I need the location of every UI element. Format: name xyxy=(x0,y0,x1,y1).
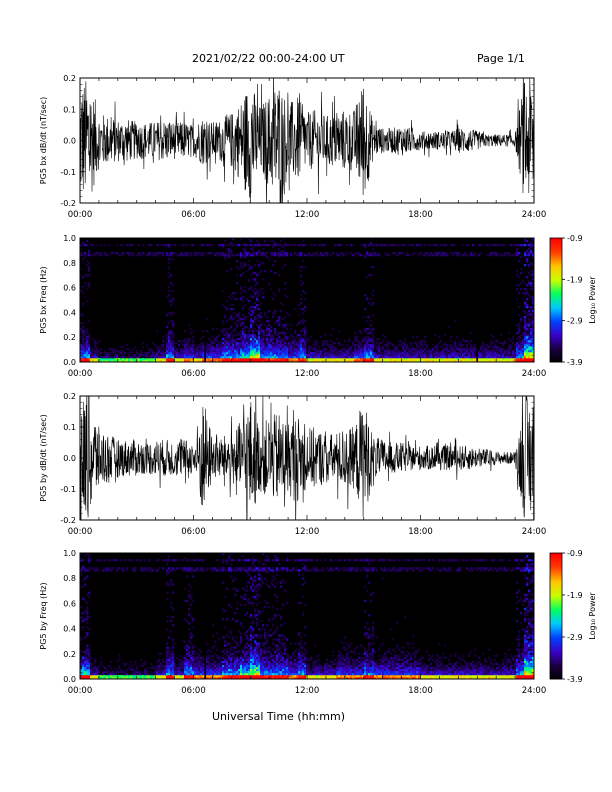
x-tick-label: 00:00 xyxy=(68,369,93,379)
x-tick-label: 06:00 xyxy=(181,210,206,220)
y-tick-label: -0.1 xyxy=(60,168,76,177)
x-tick-label: 24:00 xyxy=(522,527,547,537)
y-axis-label: PG5 by dB/dt (nT/sec) xyxy=(39,414,48,501)
waveform-trace xyxy=(80,78,534,203)
colorbar: -0.9 -1.9 -2.9 -3.9 Log₁₀ Power xyxy=(549,234,597,367)
x-tick-label: 24:00 xyxy=(522,210,547,220)
y-tick-label: 0.6 xyxy=(63,599,76,608)
colorbar-frame xyxy=(549,552,563,680)
header-title: 2021/02/22 00:00-24:00 UT xyxy=(192,52,345,65)
y-tick-label: 0.4 xyxy=(63,625,76,634)
x-tick-label: 06:00 xyxy=(181,527,206,537)
x-tick-label: 24:00 xyxy=(522,686,547,696)
y-tick-label: 1.0 xyxy=(63,549,76,558)
y-axis-label: PG5 bx Freq (Hz) xyxy=(39,266,48,333)
x-tick-label: 12:00 xyxy=(295,210,320,220)
x-tick-label: 12:00 xyxy=(295,527,320,537)
spectrogram-background xyxy=(80,238,534,362)
y-tick-label: 0.1 xyxy=(63,105,76,114)
x-tick-label: 24:00 xyxy=(522,369,547,379)
colorbar: -0.9 -1.9 -2.9 -3.9 Log₁₀ Power xyxy=(549,549,597,684)
panel-4: -0.9 -1.9 -2.9 -3.9 Log₁₀ Power 1.0 0.8 0.6 0.4 0… xyxy=(39,549,597,696)
y-tick-label: 0.2 xyxy=(63,392,76,401)
x-tick-label: 06:00 xyxy=(181,686,206,696)
colorbar-tick-label: -3.9 xyxy=(567,675,583,684)
y-axis-label: PG5 bx dB/dt (nT/sec) xyxy=(39,97,48,184)
y-tick-label: 0.1 xyxy=(63,423,76,432)
y-tick-label: 1.0 xyxy=(63,234,76,243)
panel-2: -0.9 -1.9 -2.9 -3.9 Log₁₀ Power 1.0 0.8 0.6 0.4 0… xyxy=(39,234,597,379)
x-tick-label: 18:00 xyxy=(408,527,433,537)
x-axis-title: Universal Time (hh:mm) xyxy=(212,710,345,723)
colorbar-tick-label: -0.9 xyxy=(567,234,583,243)
spectrogram-cells xyxy=(80,553,535,680)
y-tick-label: 0.0 xyxy=(63,137,76,146)
spectrogram-cells xyxy=(80,238,535,363)
x-tick-label: 00:00 xyxy=(68,527,93,537)
colorbar-tick-label: -0.9 xyxy=(567,549,583,558)
x-tick-label: 12:00 xyxy=(295,369,320,379)
x-tick-label: 12:00 xyxy=(295,686,320,696)
y-axis-label: PG5 by Freq (Hz) xyxy=(39,582,48,649)
colorbar-tick-label: -1.9 xyxy=(567,591,583,600)
colorbar-tick-label: -2.9 xyxy=(567,633,583,642)
y-tick-label: -0.1 xyxy=(60,485,76,494)
colorbar-tick-label: -3.9 xyxy=(567,358,583,367)
y-tick-label: 0.0 xyxy=(63,454,76,463)
page-indicator: Page 1/1 xyxy=(477,52,525,65)
y-tick-label: 0.6 xyxy=(63,284,76,293)
y-tick-label: 0.2 xyxy=(63,74,76,83)
y-tick-label: -0.2 xyxy=(60,516,76,525)
y-tick-label: 0.4 xyxy=(63,308,76,317)
x-tick-label: 18:00 xyxy=(408,210,433,220)
y-tick-label: 0.2 xyxy=(63,333,76,342)
colorbar-tick-label: -1.9 xyxy=(567,275,583,284)
y-tick-label: 0.8 xyxy=(63,259,76,268)
panel-1: 0.2 0.1 0.0 -0.1 -0.2 00:00 06:00 12:00 18:00 24:… xyxy=(39,74,547,220)
waveform-trace xyxy=(80,396,534,520)
colorbar-tick-label: -2.9 xyxy=(567,317,583,326)
x-tick-label: 18:00 xyxy=(408,686,433,696)
panel-3: 0.2 0.1 0.0 -0.1 -0.2 00:00 06:00 12:00 18:00 24:… xyxy=(39,392,547,537)
x-tick-label: 18:00 xyxy=(408,369,433,379)
y-tick-label: 0.0 xyxy=(63,358,76,367)
y-tick-label: 0.8 xyxy=(63,574,76,583)
colorbar-label: Log₁₀ Power xyxy=(588,276,597,324)
y-tick-label: 0.2 xyxy=(63,650,76,659)
x-tick-label: 06:00 xyxy=(181,369,206,379)
y-tick-label: -0.2 xyxy=(60,199,76,208)
colorbar-label: Log₁₀ Power xyxy=(588,592,597,640)
x-tick-label: 00:00 xyxy=(68,686,93,696)
y-tick-label: 0.0 xyxy=(63,675,76,684)
x-tick-label: 00:00 xyxy=(68,210,93,220)
colorbar-frame xyxy=(549,237,563,363)
